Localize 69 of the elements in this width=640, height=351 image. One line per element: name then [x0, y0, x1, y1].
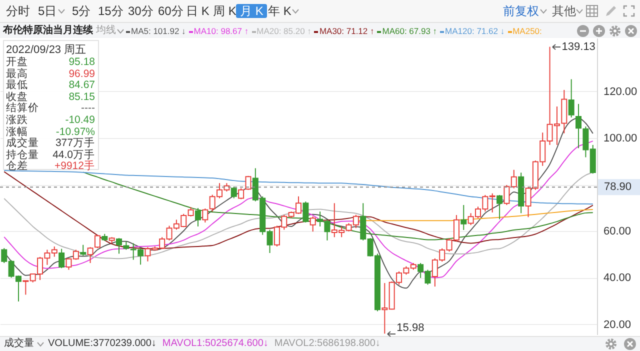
legend-label: MA5: 101.92 ↓: [131, 25, 186, 37]
candlestick: [202, 208, 208, 223]
annotation: 涨幅: [6, 124, 28, 138]
text: 均线: [96, 24, 116, 38]
legend-label: MA250:: [512, 25, 542, 37]
text: 其他: [552, 4, 576, 18]
candlestick: [568, 78, 574, 118]
candlestick: [310, 216, 316, 232]
text: 前复权: [503, 4, 539, 18]
candlestick: [87, 246, 94, 264]
annotation: 139.13: [562, 40, 596, 54]
text: 日 K: [186, 4, 210, 18]
annotation: 95.18: [68, 55, 95, 69]
candlestick: [80, 244, 86, 256]
annotation: 15.98: [396, 321, 424, 335]
candlestick: [496, 194, 503, 220]
annotation: 377万手: [55, 136, 95, 150]
annotation: 最高: [6, 66, 28, 80]
candlestick: [230, 186, 237, 199]
annotation: 结算价: [6, 102, 39, 114]
text: 年 K: [268, 4, 292, 18]
legend-label: MA30: 71.12 ↑: [319, 25, 374, 37]
text: 15分: [98, 4, 124, 18]
candlestick: [460, 204, 467, 230]
annotation: 44.0万手: [52, 148, 95, 161]
annotation: 最低: [6, 78, 28, 92]
text: 成交量: [4, 337, 34, 351]
y-tick-label: 120.00: [604, 86, 638, 98]
text: 5日: [38, 4, 57, 18]
annotation: 开盘: [6, 55, 28, 68]
candlestick: [116, 238, 122, 254]
y-tick-label: 40.00: [604, 272, 632, 284]
y-tick-label: 100.00: [604, 132, 638, 144]
annotation: 成交量: [6, 136, 39, 150]
annotation: +9912手: [54, 160, 95, 174]
annotation: 85.15: [68, 90, 95, 104]
candlestick: [302, 201, 309, 223]
chart-title: 布伦特原油当月连续: [3, 24, 93, 38]
text: 60分: [158, 4, 184, 18]
annotation: 84.67: [68, 78, 95, 92]
annotation: 96.99: [68, 66, 95, 80]
text: 5分: [72, 4, 91, 18]
annotation: ----: [81, 101, 95, 116]
ref-line-label: 78.90: [604, 181, 632, 194]
y-tick-label: 60.00: [604, 226, 632, 238]
annotation: 仓差: [6, 160, 28, 174]
text: 30分: [128, 4, 154, 18]
annotation: -10.97%: [56, 124, 95, 138]
annotation: 2022/09/23 周五: [6, 43, 86, 56]
legend-label: MA120: 71.62 ↓: [445, 25, 505, 37]
candlestick: [194, 208, 201, 227]
annotation: 持仓量: [6, 148, 39, 161]
text: MAVOL2:5686198.800↓: [274, 337, 380, 351]
legend-label: MA20: 85.20 ↑: [256, 25, 312, 37]
annotation: -10.49: [65, 113, 95, 127]
candlestick: [94, 234, 100, 249]
candlestick: [576, 103, 582, 149]
legend-label: MA60: 67.93 ↑: [382, 25, 438, 37]
annotation: 涨跌: [6, 113, 28, 126]
text: 分时: [6, 4, 30, 18]
text: 月 K: [236, 4, 268, 18]
annotation: 收盘: [6, 90, 28, 103]
y-tick-label: 20.00: [604, 318, 632, 331]
text: 周 K: [213, 4, 236, 18]
text: MAVOL1:5025674.600↓: [162, 337, 268, 351]
legend-label: MA10: 98.67 ↑: [194, 25, 249, 37]
candlestick: [58, 248, 65, 269]
line-series: [82, 172, 594, 240]
text: VOLUME:3770239.000↓: [48, 337, 156, 351]
